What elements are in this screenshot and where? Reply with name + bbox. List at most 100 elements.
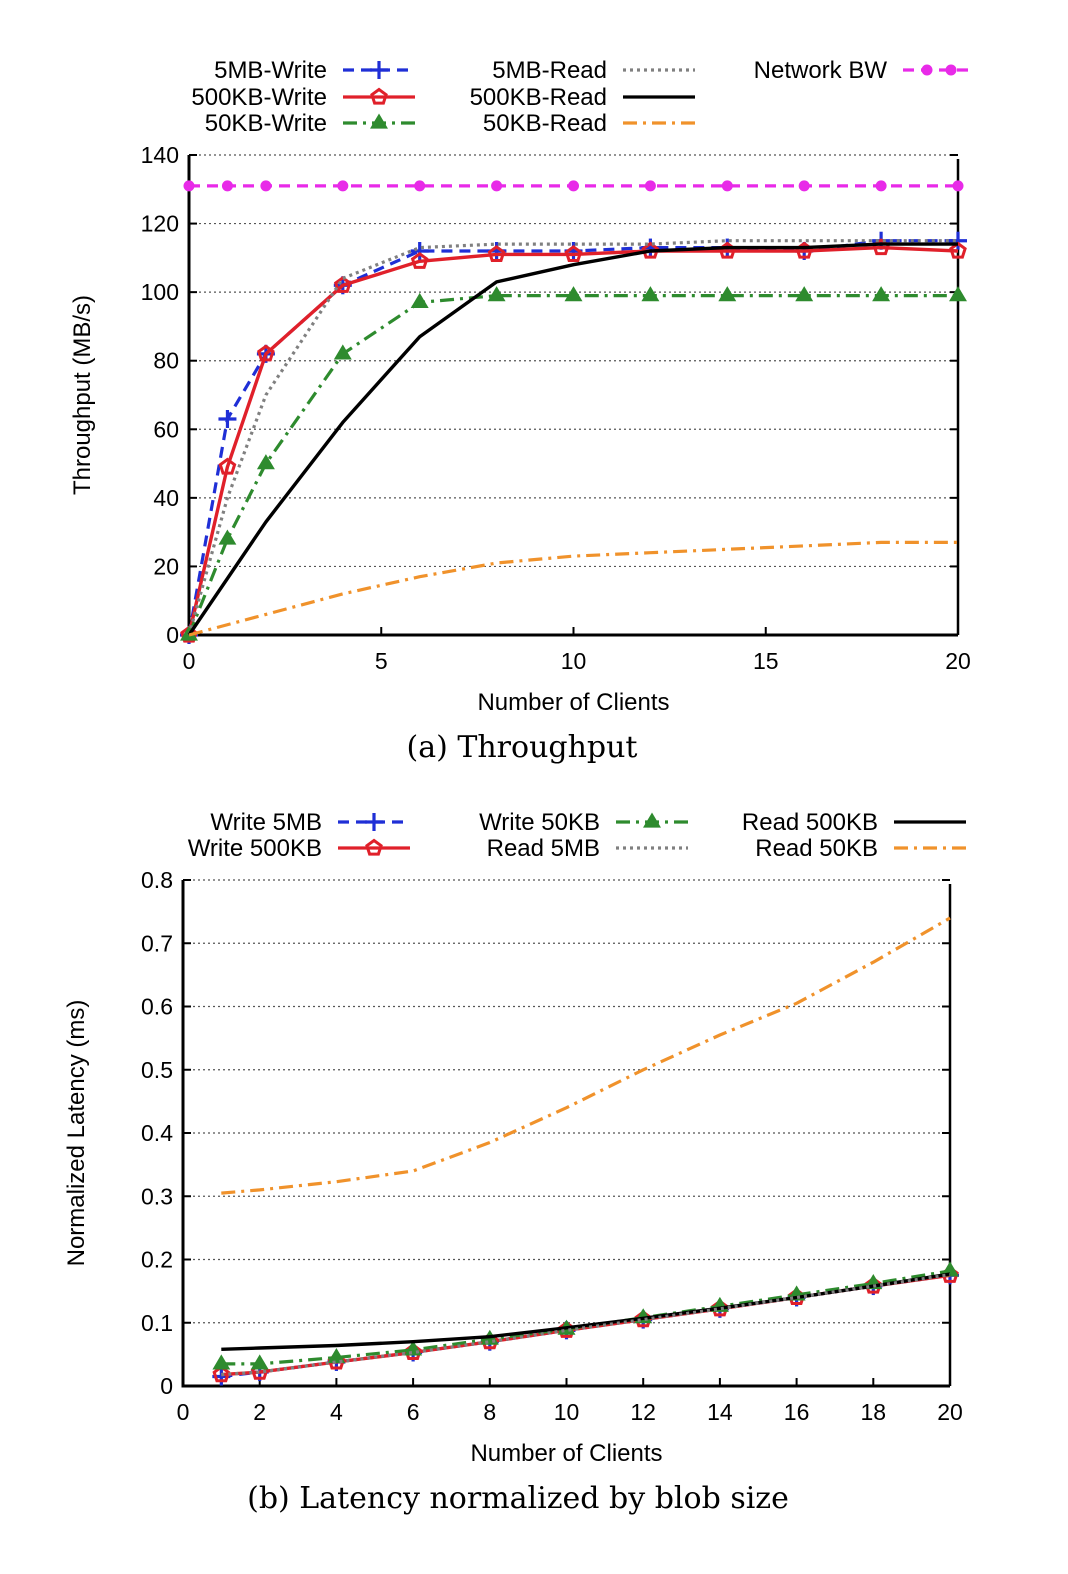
series-5mb-read [187,239,958,636]
legend-entry: 50KB-Read [483,110,695,137]
legend-marker [921,64,933,76]
series-network-bw [183,180,964,192]
x-tick-label: 18 [861,1399,887,1425]
axes [181,880,950,1388]
latency-chart: 0 0.1 0.2 0.3 0.4 0.5 0.6 0.7 0.8 0 2 4 6 8 10 12 14 16 18… [63,809,966,1516]
legend-label: 50KB-Write [205,110,327,137]
data-point [564,245,583,262]
series-line [221,1272,951,1351]
series-read-500kb [221,1272,951,1351]
data-point [644,180,656,192]
data-point [952,180,964,192]
axes [187,155,958,637]
legend-label: Read 5MB [487,835,600,862]
data-point [250,1354,269,1370]
x-tick-label: 6 [407,1399,420,1425]
series-500kb-read [187,242,958,636]
data-point [257,344,275,362]
data-point [949,286,967,302]
legend-marker [643,812,661,828]
legend-entry: 5MB-Write [214,57,415,84]
series-line [187,242,958,636]
y-tick-label: 20 [153,553,179,579]
data-point [256,454,275,470]
x-tick-label: 8 [483,1399,496,1425]
chart-caption: (b) Latency normalized by blob size [247,1481,789,1516]
data-point [641,286,660,302]
data-point [337,180,349,192]
y-tick-label: 0.2 [141,1247,173,1273]
legend-label: 5MB-Read [492,57,607,84]
data-point [410,242,429,260]
data-point [564,286,583,302]
data-point [212,1354,231,1370]
x-tick-label: 0 [183,648,196,674]
x-tick-label: 15 [753,648,779,674]
data-point [721,180,733,192]
legend-label: Network BW [754,57,888,84]
series-50kb-read [188,540,958,637]
data-point [260,180,272,192]
data-point [410,292,429,308]
legend-entry: Read 500KB [742,809,966,836]
legend-label: Read 500KB [742,809,878,836]
x-axis-label: Number of Clients [477,689,669,716]
data-point [487,286,506,302]
legend-marker [945,64,957,76]
y-tick-label: 0.8 [141,867,173,893]
legend-marker [370,61,388,79]
series-line [188,540,958,637]
y-axis-label: Normalized Latency (ms) [63,1000,90,1267]
legend-marker [370,87,388,105]
data-point [333,275,352,293]
legend-entry: Network BW [754,57,975,84]
data-point [491,180,503,192]
x-tick-label: 20 [937,1399,963,1425]
legend-entry: Write 500KB [188,835,410,862]
y-tick-label: 60 [153,416,179,442]
legend-entry: Write 5MB [210,809,410,836]
data-point [218,529,237,545]
legend-label: 500KB-Write [191,84,327,111]
throughput-chart: 0 20 40 60 80 100 120 140 0 5 10 15 20 Number of Clie… [69,57,975,765]
series-50kb-write [180,286,967,641]
x-tick-label: 4 [330,1399,343,1425]
y-tick-label: 0 [166,622,179,648]
legend-entry: Read 50KB [755,835,966,862]
x-tick-label: 2 [253,1399,266,1425]
data-point [641,241,660,259]
x-tick-label: 14 [707,1399,733,1425]
data-point [333,344,352,360]
data-point [221,180,233,192]
y-tick-label: 140 [141,142,179,168]
x-tick-label: 0 [177,1399,190,1425]
legend-label: 5MB-Write [214,57,327,84]
data-point [183,180,195,192]
data-point [798,180,810,192]
series-line [187,239,958,636]
legend-label: 500KB-Read [470,84,607,111]
data-point [795,286,814,302]
y-tick-label: 120 [141,211,179,237]
y-axis-label: Throughput (MB/s) [69,295,96,495]
data-point [949,241,967,259]
data-point [875,180,887,192]
legend-entry: 5MB-Read [492,57,695,84]
legend-label: Write 5MB [210,809,322,836]
data-point [949,231,967,250]
legend-entry: 500KB-Read [470,84,695,111]
chart-caption: (a) Throughput [407,730,638,765]
y-tick-label: 40 [153,485,179,511]
legend-marker [365,813,383,831]
data-point [410,251,429,269]
y-tick-label: 80 [153,348,179,374]
data-point [568,180,579,192]
x-tick-label: 20 [945,648,971,674]
x-tick-label: 16 [784,1399,810,1425]
legend-marker [365,838,383,856]
x-axis-label: Number of Clients [470,1440,662,1467]
x-tick-label: 5 [375,648,388,674]
series-read-50kb [221,916,951,1195]
series-write-50kb [212,1261,959,1370]
